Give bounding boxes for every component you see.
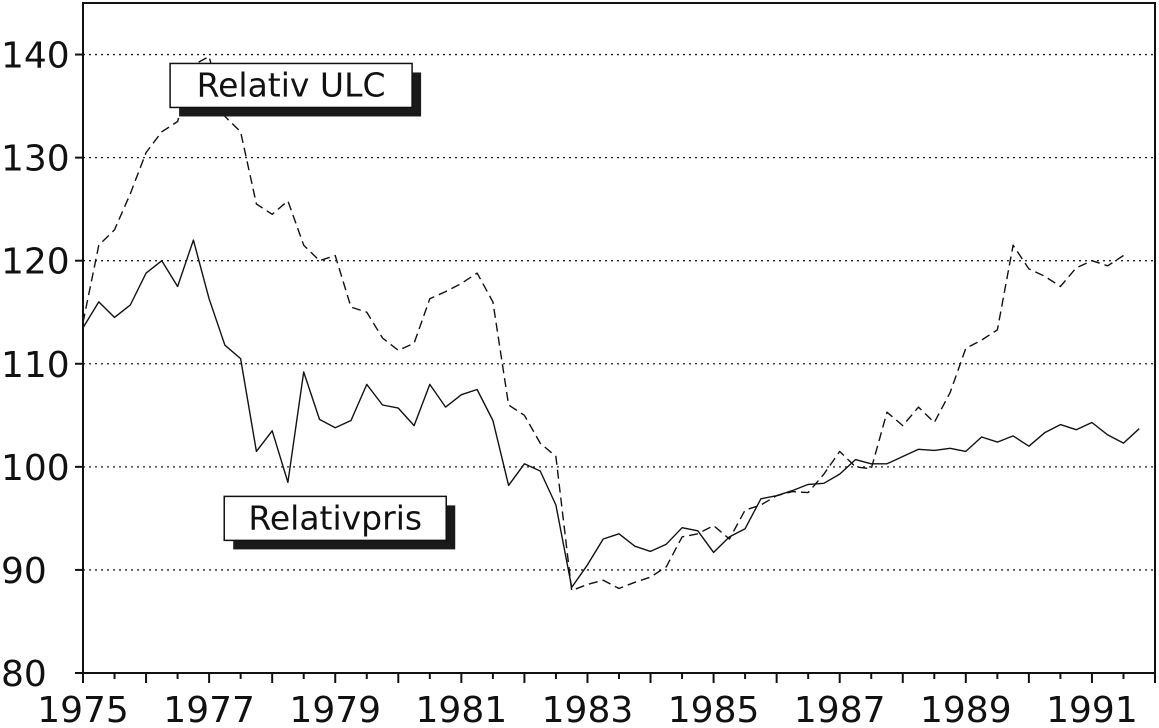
x-tick-label-1987: 1987: [794, 690, 886, 728]
series-line-relativpris: [82, 239, 1140, 589]
series-line-relativ-ulc: [82, 55, 1124, 592]
gridlines: [83, 53, 1155, 571]
x-tick-label-1979: 1979: [289, 690, 381, 728]
series-lines: [82, 55, 1140, 592]
label-relativ-ulc: Relativ ULC: [169, 62, 422, 117]
y-tick-label-100: 100: [1, 448, 70, 489]
x-axis-ticks: 1975 1977 1979 1981 1983 1985 1987 1989 1991: [37, 673, 1156, 728]
series-labels: Relativ ULC Relativpris: [169, 62, 456, 550]
y-tick-label-80: 80: [1, 654, 47, 695]
y-tick-label-90: 90: [1, 551, 47, 592]
x-tick-label-1983: 1983: [542, 690, 634, 728]
y-tick-label-140: 140: [1, 36, 70, 77]
y-tick-label-110: 110: [1, 345, 70, 386]
label-relativ-ulc-text: Relativ ULC: [197, 65, 386, 104]
label-relativpris-box: [223, 495, 447, 542]
x-tick-label-1981: 1981: [416, 690, 508, 728]
label-relativpris-text: Relativpris: [248, 498, 422, 537]
label-relativpris: Relativpris: [223, 495, 456, 550]
y-tick-label-120: 120: [1, 242, 70, 283]
y-tick-label-130: 130: [1, 139, 70, 180]
y-axis-ticks: 80 90 100 110 120 130 140: [1, 36, 83, 695]
x-tick-label-1985: 1985: [668, 690, 760, 728]
x-tick-label-1977: 1977: [163, 690, 255, 728]
label-relativ-ulc-box: [169, 62, 413, 109]
x-tick-label-1991: 1991: [1046, 690, 1138, 728]
x-tick-label-1989: 1989: [920, 690, 1012, 728]
x-tick-label-1975: 1975: [37, 690, 129, 728]
